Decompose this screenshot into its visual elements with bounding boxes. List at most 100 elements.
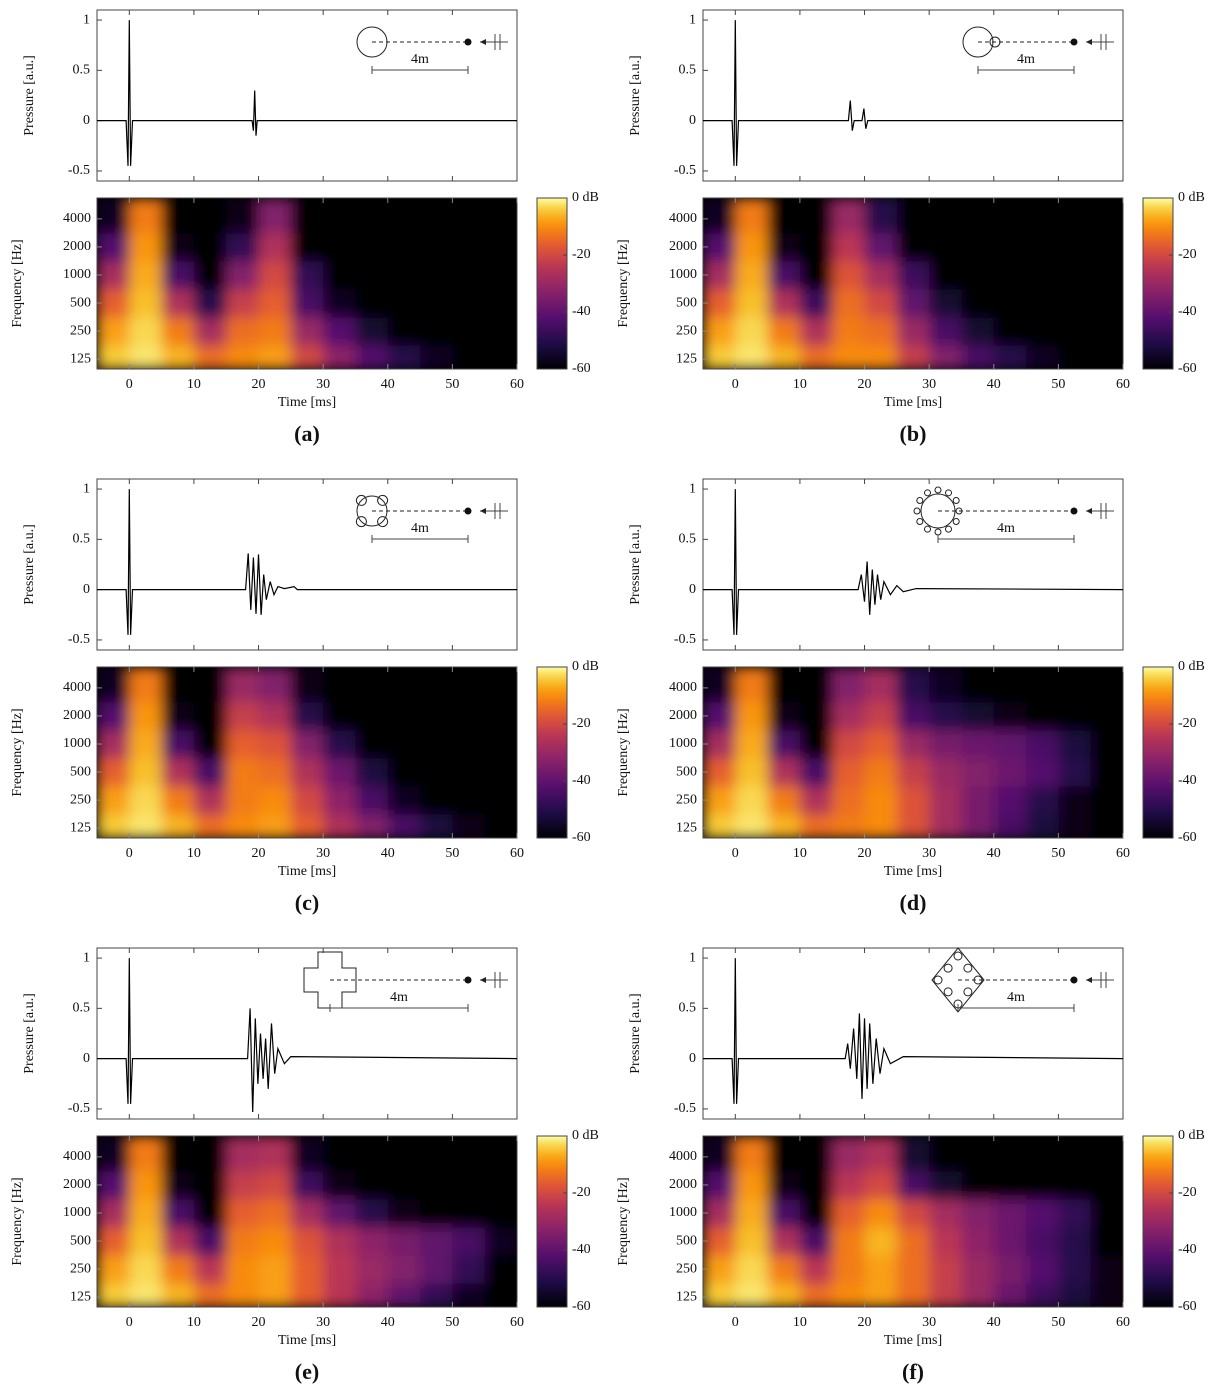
source-arrowhead bbox=[1086, 508, 1092, 514]
heatmap-cell bbox=[323, 1136, 356, 1172]
x-tick-label: 50 bbox=[445, 1315, 459, 1330]
heatmap-cell bbox=[896, 1255, 930, 1284]
colorbar-tick-label: -60 bbox=[572, 830, 591, 845]
x-tick-label: 60 bbox=[510, 846, 524, 861]
heatmap-cell bbox=[703, 1198, 736, 1228]
heatmap-cell bbox=[226, 814, 260, 838]
y-tick-label: 0.5 bbox=[73, 1001, 91, 1016]
heatmap-cell bbox=[420, 1255, 453, 1284]
distance-bracket bbox=[937, 535, 1075, 543]
y-tick-label: 1 bbox=[689, 950, 696, 965]
y-tick-label: 0 bbox=[689, 1051, 696, 1066]
heatmap-cell bbox=[896, 345, 930, 369]
heatmap-cell bbox=[323, 701, 356, 731]
heatmap-cell bbox=[1026, 198, 1059, 234]
heatmap-cell bbox=[355, 317, 389, 346]
heatmap-cell bbox=[799, 198, 833, 234]
axes-frame bbox=[702, 9, 1124, 182]
heatmap-cell bbox=[258, 1227, 292, 1256]
heatmap-cell bbox=[961, 758, 995, 787]
x-tick-label: 60 bbox=[1116, 1315, 1130, 1330]
heatmap-cells bbox=[703, 198, 1123, 369]
heatmap-cell bbox=[1058, 758, 1092, 787]
heatmap-cell bbox=[226, 667, 260, 703]
source bbox=[1100, 972, 1107, 988]
y-tick-label: 125 bbox=[676, 820, 697, 835]
heatmap-cell bbox=[420, 289, 453, 318]
heatmap-cell bbox=[129, 786, 163, 815]
heatmap-cell bbox=[387, 1136, 421, 1172]
heatmap-cell bbox=[290, 758, 324, 787]
heatmap-cell bbox=[703, 317, 736, 346]
heatmap-cell bbox=[1026, 1136, 1059, 1172]
heatmap-cell bbox=[799, 1227, 833, 1256]
heatmap-cell bbox=[323, 198, 356, 234]
y-tick-label: 0.5 bbox=[679, 532, 697, 547]
bump bbox=[963, 987, 973, 997]
heatmap-cell bbox=[799, 1170, 833, 1200]
heatmap-cell bbox=[226, 198, 260, 234]
heatmap-cell bbox=[387, 289, 421, 318]
heatmap-cell bbox=[484, 1255, 517, 1284]
heatmap-cell bbox=[420, 260, 453, 290]
heatmap-cell bbox=[258, 232, 292, 262]
heatmap-cell bbox=[1090, 814, 1123, 838]
x-tick-label: 20 bbox=[252, 377, 266, 392]
x-tick-label: 0 bbox=[732, 846, 739, 861]
heatmap-cell bbox=[961, 198, 995, 234]
heatmap-cell bbox=[129, 1255, 163, 1284]
heatmap-cell bbox=[767, 1255, 801, 1284]
colorbar bbox=[536, 666, 568, 839]
x-tick-label: 50 bbox=[1051, 846, 1065, 861]
axes-frame bbox=[702, 666, 1124, 839]
x-tick-label: 0 bbox=[126, 377, 133, 392]
heatmap-cell bbox=[355, 1227, 389, 1256]
heatmap-cell bbox=[896, 289, 930, 318]
y-tick-label: 1 bbox=[83, 481, 90, 496]
heatmap-cell bbox=[193, 701, 227, 731]
heatmap-cell bbox=[323, 289, 356, 318]
heatmap-cell bbox=[1090, 1198, 1123, 1228]
heatmap-cell bbox=[484, 667, 517, 703]
panel-caption: (c) bbox=[295, 890, 319, 915]
x-tick-label: 10 bbox=[793, 377, 807, 392]
heatmap-cell bbox=[129, 260, 163, 290]
heatmap-cell bbox=[703, 1255, 736, 1284]
heatmap-cell bbox=[832, 758, 866, 787]
heatmap-cell bbox=[993, 1255, 1027, 1284]
heatmap-cell bbox=[735, 758, 769, 787]
bump bbox=[963, 963, 973, 973]
waveform bbox=[703, 489, 1124, 635]
heatmap-cell bbox=[387, 667, 421, 703]
heatmap-cell bbox=[226, 260, 260, 290]
heatmap-cell bbox=[929, 1136, 962, 1172]
colorbar bbox=[1142, 197, 1174, 370]
y-axis-label: Frequency [Hz] bbox=[10, 1177, 25, 1265]
heatmap-cell bbox=[355, 1170, 389, 1200]
heatmap-cell bbox=[161, 289, 195, 318]
heatmap-cell bbox=[355, 260, 389, 290]
heatmap-cell bbox=[97, 198, 130, 234]
heatmap-cell bbox=[226, 345, 260, 369]
heatmap-cell bbox=[452, 814, 486, 838]
heatmap-cell bbox=[420, 701, 453, 731]
heatmap-cell bbox=[387, 814, 421, 838]
heatmap-cell bbox=[1026, 1198, 1059, 1228]
axes-frame bbox=[702, 478, 1124, 651]
heatmap-cell bbox=[929, 1198, 962, 1228]
heatmap-cell bbox=[832, 1136, 866, 1172]
heatmap-cell bbox=[161, 1198, 195, 1228]
heatmap-cell bbox=[484, 1170, 517, 1200]
heatmap-cell bbox=[129, 1283, 163, 1307]
heatmap-cell bbox=[129, 345, 163, 369]
distance-label: 4m bbox=[997, 521, 1015, 536]
colorbar-tick-label: -60 bbox=[572, 1299, 591, 1314]
source-arrowhead bbox=[1086, 39, 1092, 45]
heatmap-cell bbox=[896, 1227, 930, 1256]
heatmap-cell bbox=[961, 667, 995, 703]
heatmap-cell bbox=[258, 786, 292, 815]
heatmap-cell bbox=[1058, 289, 1092, 318]
heatmap-cell bbox=[896, 758, 930, 787]
x-tick-label: 50 bbox=[445, 377, 459, 392]
heatmap-cell bbox=[1090, 1255, 1123, 1284]
